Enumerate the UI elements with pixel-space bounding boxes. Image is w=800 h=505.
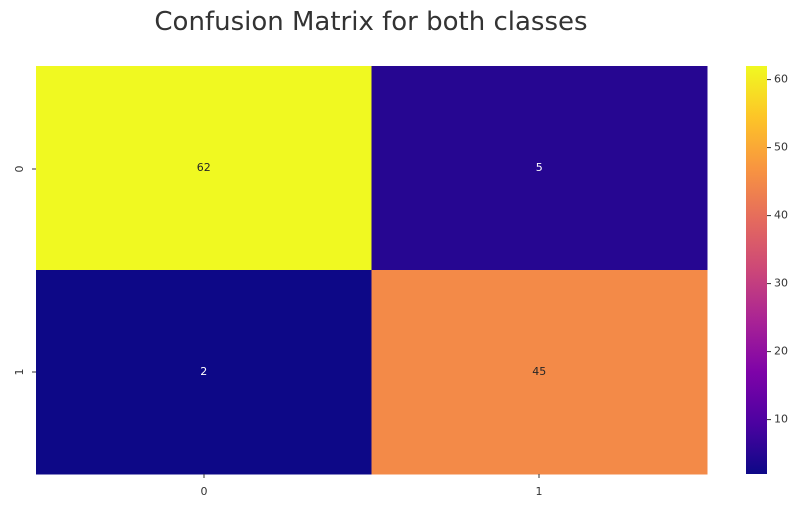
heatmap-cell-0-1	[371, 66, 708, 271]
colorbar-tick-label-1: 20	[774, 345, 788, 358]
cell-annotations: 62 5 2 45	[197, 161, 547, 378]
x-axis: 0 1	[201, 474, 543, 498]
heatmap-cells	[36, 66, 708, 475]
cell-annotation-1-1: 45	[532, 365, 546, 378]
y-axis: 0 1	[13, 166, 36, 376]
cell-annotation-0-0: 62	[197, 161, 211, 174]
cell-annotation-1-0: 2	[200, 365, 207, 378]
x-tick-label-1: 1	[536, 485, 543, 498]
colorbar-tick-label-2: 30	[774, 277, 788, 290]
colorbar-gradient	[746, 66, 767, 474]
heatmap-cell-1-0	[36, 270, 372, 475]
heatmap-cell-1-1	[371, 270, 708, 475]
colorbar-tick-label-0: 10	[774, 413, 788, 426]
cell-annotation-0-1: 5	[536, 161, 543, 174]
x-tick-label-0: 0	[201, 485, 208, 498]
y-tick-label-0: 0	[13, 166, 26, 173]
heatmap-cell-0-0	[36, 66, 372, 271]
colorbar-tick-label-5: 60	[774, 73, 788, 86]
colorbar-ticks: 10 20 30 40 50 60	[767, 73, 788, 426]
chart-title: Confusion Matrix for both classes	[154, 7, 587, 37]
colorbar-tick-label-3: 40	[774, 209, 788, 222]
colorbar-tick-label-4: 50	[774, 141, 788, 154]
colorbar: 10 20 30 40 50 60	[746, 66, 788, 474]
y-tick-label-1: 1	[13, 369, 26, 376]
